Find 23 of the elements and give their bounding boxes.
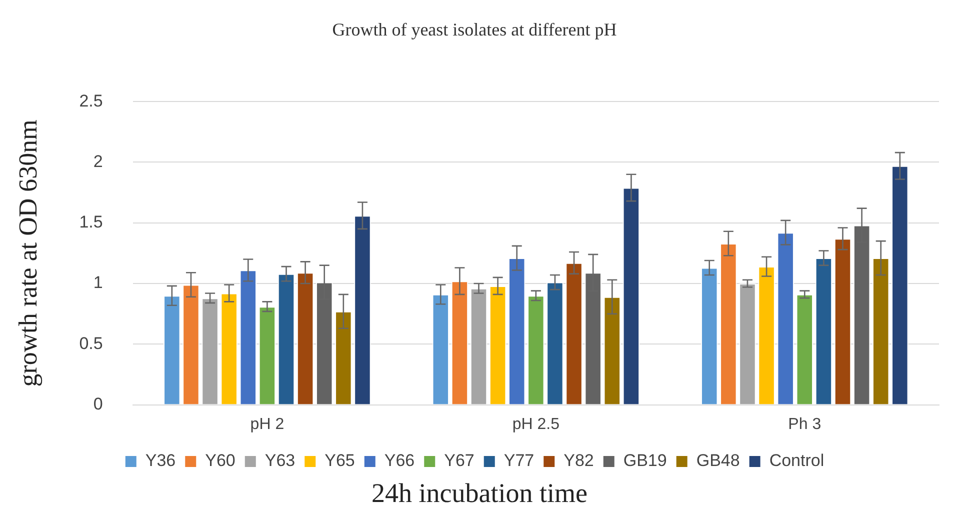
chart-title: Growth of yeast isolates at different pH <box>332 20 617 40</box>
legend-label: Y60 <box>205 451 236 470</box>
legend-label: Y66 <box>384 451 415 470</box>
legend-label: GB48 <box>696 451 740 470</box>
y-tick-label: 0 <box>93 394 103 414</box>
legend-label: Y67 <box>444 451 474 470</box>
legend-label: Y77 <box>504 451 534 470</box>
legend-label: Y63 <box>264 451 296 470</box>
legend-label: GB19 <box>623 451 667 470</box>
legend-label: Y82 <box>564 451 594 470</box>
legend-label: Y36 <box>145 451 176 470</box>
y-tick-label: 2.5 <box>79 91 103 110</box>
y-tick-label: 1 <box>93 273 103 292</box>
y-tick-label: 2 <box>93 152 103 171</box>
x-tick-label: Ph 3 <box>788 416 822 433</box>
x-tick-label: pH 2.5 <box>512 416 560 433</box>
y-axis-title: growth rate at OD 630nm <box>13 120 42 387</box>
y-tick-label: 1.5 <box>79 212 103 232</box>
x-tick-label: pH 2 <box>250 416 284 433</box>
legend-label: Control <box>769 451 824 470</box>
y-tick-label: 0.5 <box>79 334 103 353</box>
x-axis-title: 24h incubation time <box>370 478 588 509</box>
legend-label: Y65 <box>324 451 355 470</box>
